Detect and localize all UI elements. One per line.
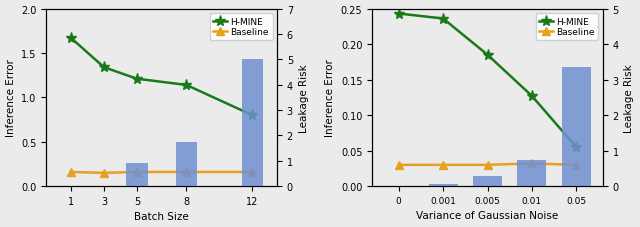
Baseline <box>100 172 108 174</box>
Baseline <box>248 171 256 174</box>
Baseline <box>133 171 141 174</box>
Legend: H-MINE, Baseline: H-MINE, Baseline <box>536 14 598 41</box>
Y-axis label: Inference Error: Inference Error <box>6 59 15 137</box>
Y-axis label: Inference Error: Inference Error <box>325 59 335 137</box>
Baseline <box>439 164 447 166</box>
Bar <box>175 142 197 186</box>
Bar <box>429 184 458 186</box>
H-MINE <box>67 37 75 40</box>
Baseline <box>528 162 536 165</box>
Baseline <box>182 171 190 174</box>
H-MINE <box>572 146 580 149</box>
H-MINE <box>182 84 190 87</box>
Y-axis label: Leakage Risk: Leakage Risk <box>298 64 308 132</box>
Baseline <box>395 164 403 166</box>
Line: H-MINE: H-MINE <box>65 33 258 121</box>
Line: Baseline: Baseline <box>67 168 257 177</box>
Baseline <box>572 164 580 166</box>
Bar <box>518 160 547 186</box>
Bar <box>473 176 502 186</box>
H-MINE <box>395 13 403 16</box>
Baseline <box>67 171 75 174</box>
Line: H-MINE: H-MINE <box>393 9 582 153</box>
H-MINE <box>484 54 492 57</box>
Y-axis label: Leakage Risk: Leakage Risk <box>625 64 634 132</box>
H-MINE <box>248 114 256 117</box>
Line: Baseline: Baseline <box>395 160 580 169</box>
H-MINE <box>439 18 447 21</box>
Bar <box>241 60 263 186</box>
Baseline <box>484 164 492 166</box>
H-MINE <box>100 67 108 69</box>
X-axis label: Batch Size: Batch Size <box>134 212 189 222</box>
H-MINE <box>133 78 141 81</box>
Legend: H-MINE, Baseline: H-MINE, Baseline <box>210 14 273 41</box>
Bar <box>562 68 591 186</box>
Bar <box>126 164 148 186</box>
H-MINE <box>528 95 536 98</box>
X-axis label: Variance of Gaussian Noise: Variance of Gaussian Noise <box>417 210 559 220</box>
